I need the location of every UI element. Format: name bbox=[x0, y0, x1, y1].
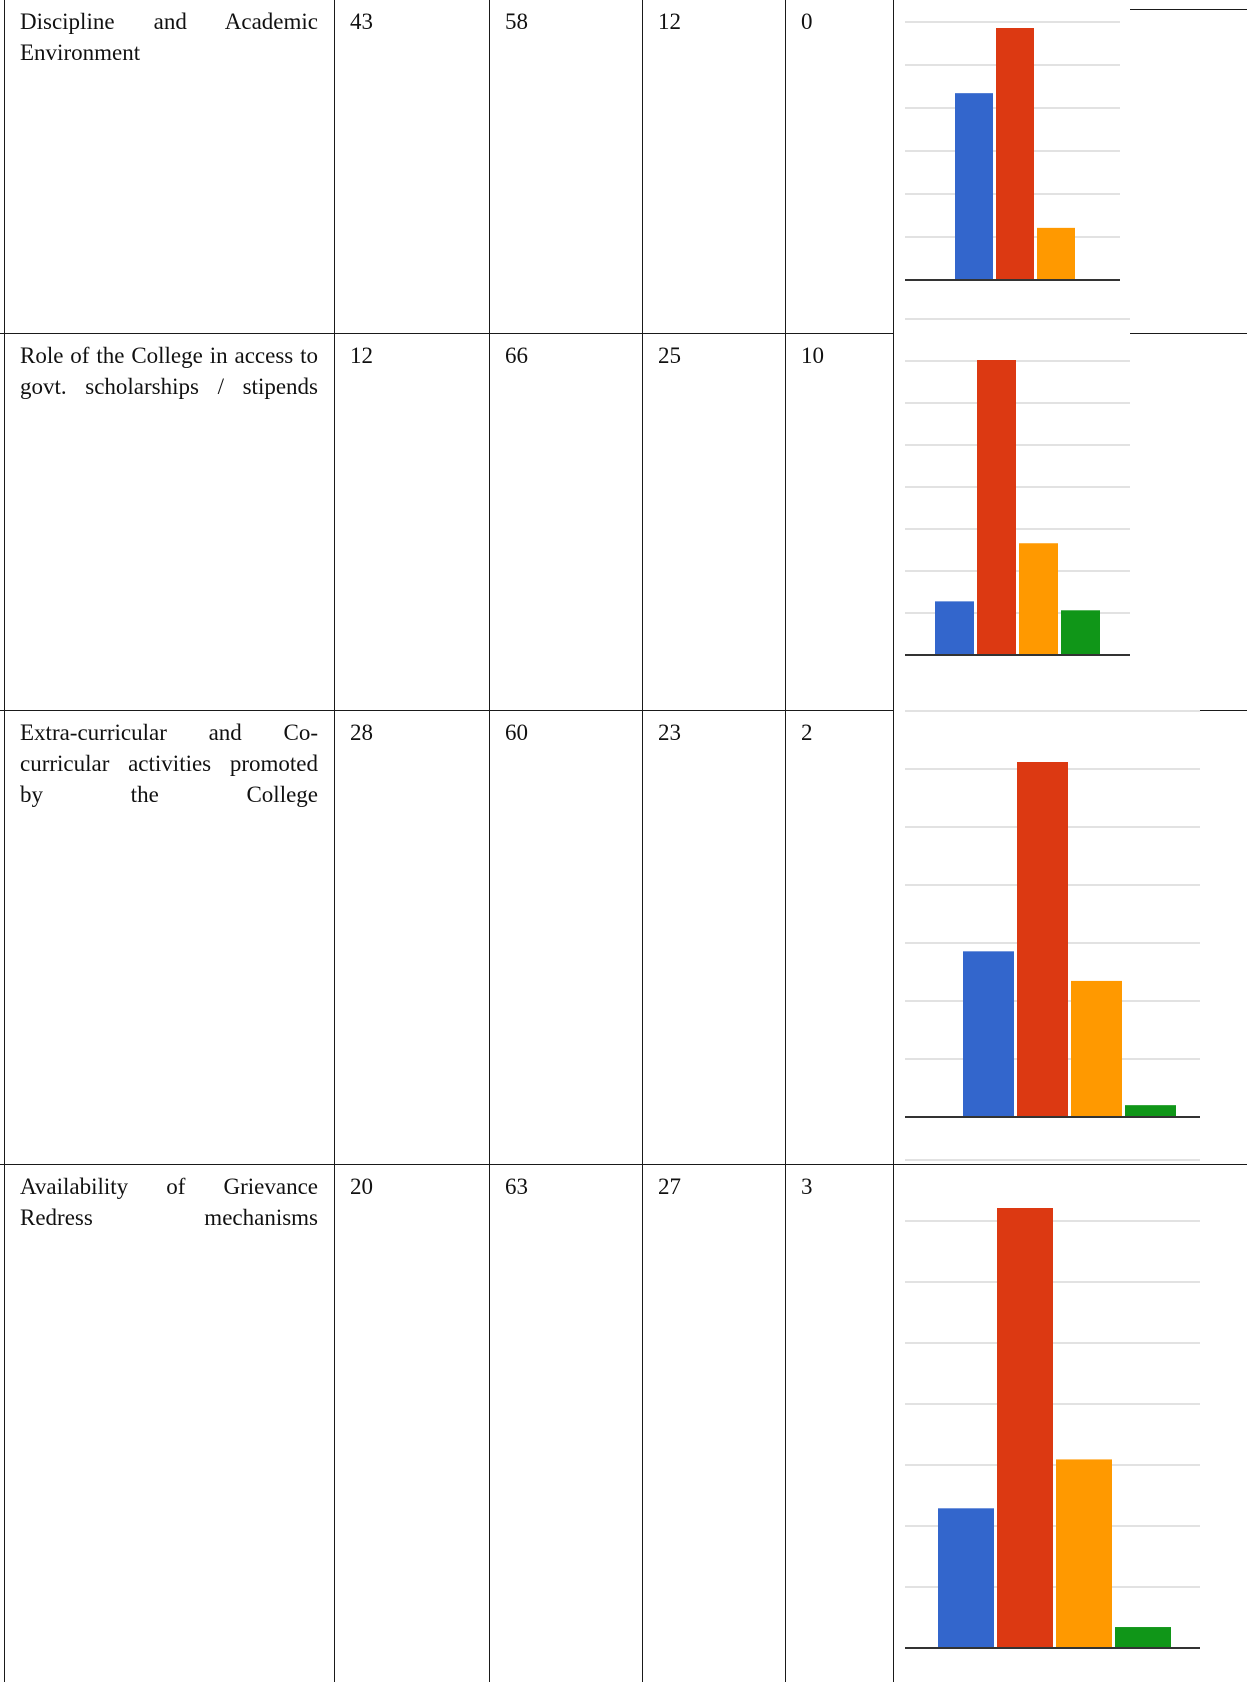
row-value: 2 bbox=[801, 720, 813, 745]
table-border bbox=[1200, 710, 1247, 711]
row-value: 3 bbox=[801, 1174, 813, 1199]
bar-chart bbox=[905, 318, 1130, 656]
bar bbox=[935, 601, 974, 655]
bar bbox=[938, 1508, 994, 1648]
row-value: 12 bbox=[658, 9, 681, 34]
bar bbox=[1019, 543, 1058, 655]
row-label: Role of the College in access to govt. s… bbox=[20, 343, 318, 399]
table-border bbox=[334, 0, 335, 1682]
row-value: 43 bbox=[350, 9, 373, 34]
bar bbox=[1071, 980, 1122, 1117]
table-border bbox=[893, 0, 894, 1682]
table-border bbox=[1130, 9, 1247, 10]
bar bbox=[997, 1208, 1053, 1648]
row-value: 0 bbox=[801, 9, 813, 34]
row-value: 27 bbox=[658, 1174, 681, 1199]
row-label: Extra-curricular and Co-curricular activ… bbox=[20, 720, 318, 807]
bar bbox=[996, 28, 1034, 280]
bar bbox=[1125, 1105, 1176, 1117]
table-border bbox=[4, 0, 5, 1682]
row-value: 12 bbox=[350, 343, 373, 368]
row-value: 60 bbox=[505, 720, 528, 745]
row-value: 23 bbox=[658, 720, 681, 745]
bar bbox=[1037, 227, 1075, 280]
bar bbox=[1017, 762, 1068, 1117]
row-value: 25 bbox=[658, 343, 681, 368]
row-value: 10 bbox=[801, 343, 824, 368]
bar bbox=[1061, 610, 1100, 655]
table-border bbox=[1130, 333, 1247, 334]
row-value: 20 bbox=[350, 1174, 373, 1199]
table-border bbox=[0, 333, 893, 334]
bar-chart bbox=[905, 21, 1120, 281]
row-label: Discipline and Academic Environment bbox=[20, 9, 318, 65]
table-border bbox=[0, 1164, 1247, 1165]
bar bbox=[963, 951, 1014, 1117]
row-value: 63 bbox=[505, 1174, 528, 1199]
bar bbox=[1056, 1459, 1112, 1648]
table-border bbox=[785, 0, 786, 1682]
row-value: 28 bbox=[350, 720, 373, 745]
bar bbox=[955, 93, 993, 280]
table-border bbox=[0, 710, 893, 711]
row-value: 58 bbox=[505, 9, 528, 34]
table-border bbox=[489, 0, 490, 1682]
row-value: 66 bbox=[505, 343, 528, 368]
bar bbox=[1115, 1627, 1171, 1648]
bar-chart bbox=[905, 710, 1200, 1118]
bar bbox=[977, 360, 1016, 655]
row-label: Availability of Grievance Redress mechan… bbox=[20, 1174, 318, 1230]
table-border bbox=[642, 0, 643, 1682]
bar-chart bbox=[905, 1159, 1200, 1649]
